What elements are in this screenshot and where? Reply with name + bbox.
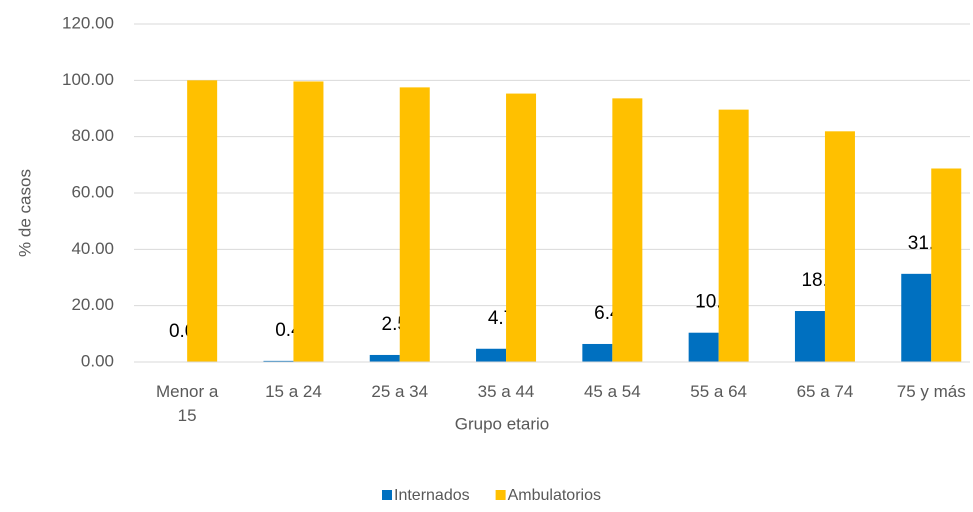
y-tick-label: 80.00 xyxy=(71,126,114,145)
bar xyxy=(718,109,749,362)
legend-swatch xyxy=(495,490,506,500)
y-tick-label: 40.00 xyxy=(71,239,114,258)
y-tick-label: 60.00 xyxy=(71,182,114,201)
bar xyxy=(187,80,218,362)
bar xyxy=(263,360,294,362)
bar xyxy=(794,311,825,362)
x-axis-label: Grupo etario xyxy=(455,414,550,433)
x-tick-label: 35 a 44 xyxy=(477,382,535,401)
legend-label: Ambulatorios xyxy=(508,487,601,504)
bar xyxy=(612,98,643,363)
bar xyxy=(931,168,962,362)
y-tick-label: 0.00 xyxy=(81,351,114,370)
bar xyxy=(399,87,430,362)
bar xyxy=(688,332,719,362)
x-tick-label: 15 a 24 xyxy=(265,382,322,401)
legend-swatch xyxy=(382,490,392,500)
bar xyxy=(901,273,932,362)
bar xyxy=(824,131,855,362)
x-tick-label: 45 a 54 xyxy=(583,382,641,401)
bar xyxy=(369,354,400,362)
bar xyxy=(476,348,507,362)
y-tick-label: 100.00 xyxy=(62,70,114,89)
bar xyxy=(506,93,537,363)
x-tick-label: Menor a 15 xyxy=(155,382,219,425)
y-tick-label: 120.00 xyxy=(62,13,114,32)
y-tick-label: 20.00 xyxy=(71,295,114,314)
bar xyxy=(582,343,613,362)
x-tick-label: 25 a 34 xyxy=(371,382,429,401)
bar xyxy=(293,81,324,363)
x-tick-label: 65 a 74 xyxy=(796,382,854,401)
x-tick-label: 55 a 64 xyxy=(690,382,747,401)
y-axis-label: % de casos xyxy=(15,169,34,257)
legend-label: Internados xyxy=(394,487,470,504)
x-tick-label: 75 y más xyxy=(896,382,966,401)
